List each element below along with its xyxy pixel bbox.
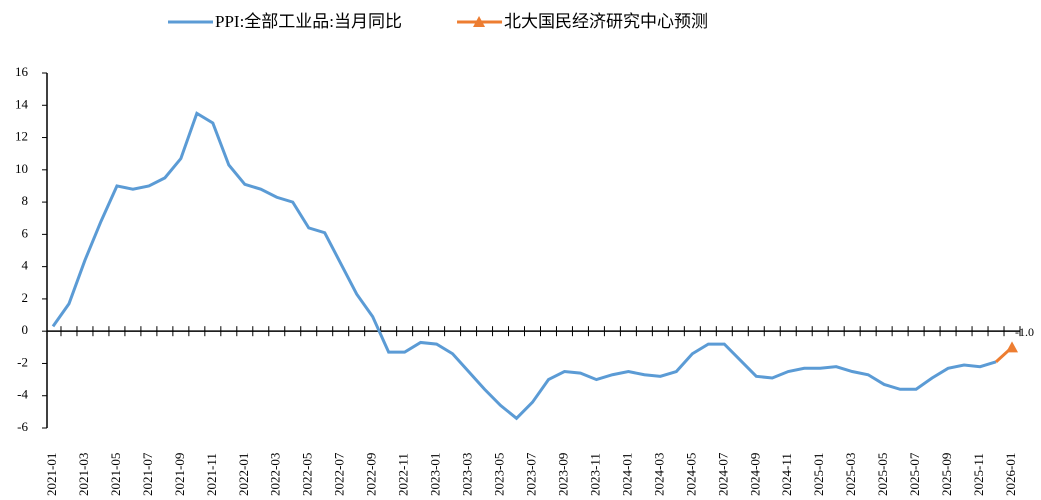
page: -6 -4 -2 0 2 4 6 8 10 12 14 16 2021-01 2021-03 2021-05… <box>0 0 1041 500</box>
x-tick-label: 2022-09 <box>364 453 379 496</box>
x-tick-label: 2025-05 <box>875 453 890 496</box>
series-line <box>53 113 996 418</box>
x-tick-label: 2022-11 <box>396 453 411 496</box>
x-tick-label: 2023-11 <box>587 453 602 496</box>
y-tick-label: 6 <box>22 225 29 240</box>
x-tick-label: 2025-01 <box>811 453 826 496</box>
x-tick-label: 2025-09 <box>939 453 954 496</box>
x-tick-label: 2023-01 <box>428 453 443 496</box>
y-tick-label: 16 <box>15 64 29 79</box>
y-tick-label: 14 <box>15 96 29 111</box>
x-tick-label: 2021-11 <box>204 453 219 496</box>
x-tick-label: 2024-01 <box>619 453 634 496</box>
x-tick-label: 2025-11 <box>971 453 986 496</box>
x-tick-label: 2023-07 <box>523 452 538 496</box>
x-tick-label: 2025-03 <box>843 453 858 496</box>
x-tick-label: 2021-07 <box>140 452 155 496</box>
value-label: -1.0 <box>1015 325 1034 339</box>
x-tick-label: 2021-05 <box>108 453 123 496</box>
x-tick-label: 2022-05 <box>300 453 315 496</box>
y-tick-label: -4 <box>17 387 28 402</box>
x-tick-label: 2022-01 <box>236 453 251 496</box>
x-tick-label: 2021-01 <box>44 453 59 496</box>
x-tick-label: 2023-03 <box>460 453 475 496</box>
y-tick-label: 0 <box>22 322 29 337</box>
x-tick-label: 2026-01 <box>1003 453 1018 496</box>
x-tick-label: 2024-03 <box>651 453 666 496</box>
y-tick-label: -2 <box>17 354 28 369</box>
x-tick-label: 2021-09 <box>172 453 187 496</box>
y-tick-label: 4 <box>22 258 29 273</box>
x-tick-label: 2023-09 <box>555 453 570 496</box>
chart: -6 -4 -2 0 2 4 6 8 10 12 14 16 2021-01 2021-03 2021-05… <box>0 0 1041 500</box>
y-tick-label: 12 <box>15 129 28 144</box>
x-tick-label: 2022-07 <box>332 452 347 496</box>
y-tick-label: 8 <box>22 193 29 208</box>
legend-label: 北大国民经济研究中心预测 <box>504 12 708 31</box>
x-tick-label: 2024-07 <box>715 452 730 496</box>
x-tick-label: 2024-05 <box>683 453 698 496</box>
x-tick-label: 2022-03 <box>268 453 283 496</box>
legend-label: PPI:全部工业品:当月同比 <box>215 12 402 31</box>
x-tick-label: 2025-07 <box>907 452 922 496</box>
x-tick-label: 2024-09 <box>747 453 762 496</box>
marker <box>1006 341 1018 352</box>
y-tick-label: -6 <box>17 419 28 434</box>
x-tick-label: 2021-03 <box>76 453 91 496</box>
x-tick-label: 2024-11 <box>779 453 794 496</box>
y-tick-label: 10 <box>15 161 28 176</box>
y-tick-label: 2 <box>22 290 29 305</box>
x-tick-label: 2023-05 <box>492 453 507 496</box>
